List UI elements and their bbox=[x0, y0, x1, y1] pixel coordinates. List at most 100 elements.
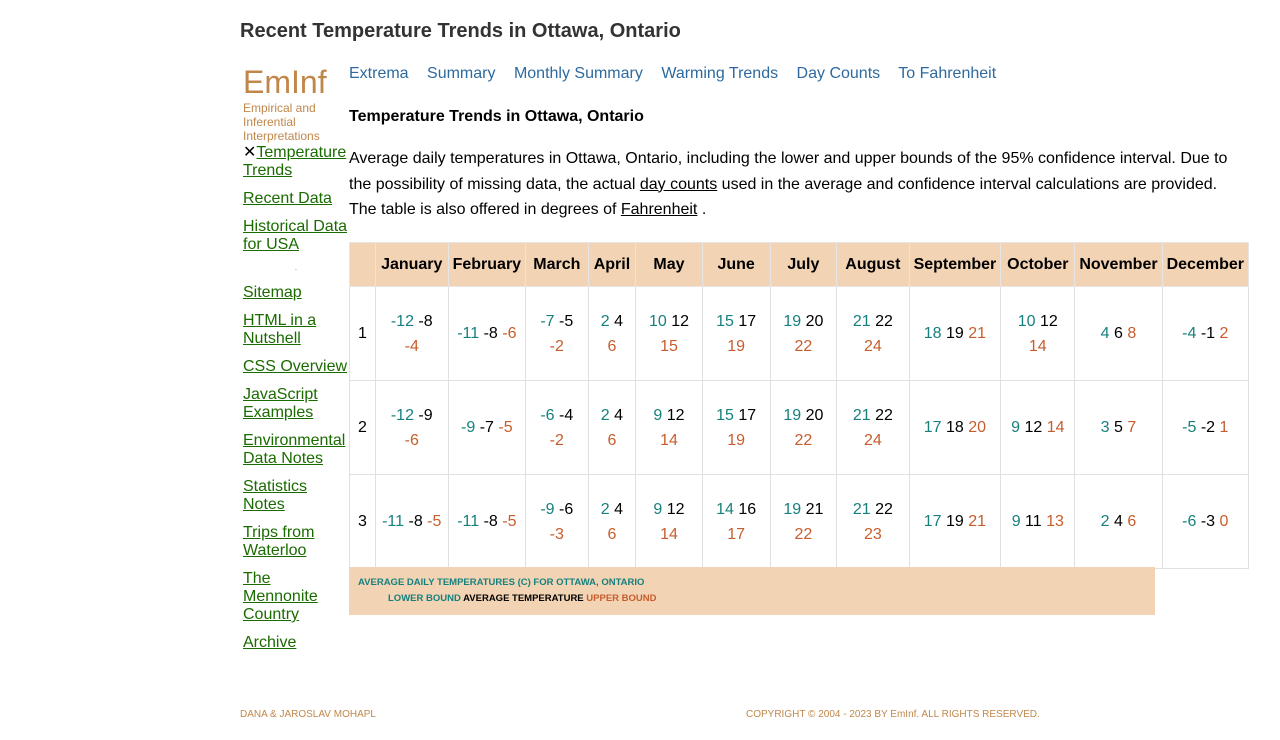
average-temp: 12 bbox=[1040, 312, 1058, 330]
lower-bound: 15 bbox=[716, 406, 734, 424]
caption-title: AVERAGE DAILY TEMPERATURES (C) FOR OTTAW… bbox=[358, 577, 645, 588]
lower-bound: 15 bbox=[716, 312, 734, 330]
month-header: July bbox=[769, 242, 838, 287]
day-number: 3 bbox=[349, 474, 376, 569]
lower-bound: 4 bbox=[1100, 325, 1110, 342]
average-temp: 22 bbox=[875, 406, 893, 424]
lower-bound: 9 bbox=[653, 500, 663, 518]
upper-bound: -2 bbox=[549, 431, 564, 449]
upper-bound: -6 bbox=[404, 431, 419, 449]
intro-text-3: . bbox=[697, 201, 707, 218]
temperature-cell: 2 4 6 bbox=[587, 380, 637, 475]
lower-bound: -6 bbox=[540, 406, 555, 424]
upper-bound: 6 bbox=[607, 525, 617, 543]
temperature-cell: -11 -8 -5 bbox=[447, 474, 527, 569]
logo[interactable]: EmInf bbox=[243, 64, 327, 100]
upper-bound: 14 bbox=[1028, 337, 1047, 355]
nav-to-fahrenheit[interactable]: To Fahrenheit bbox=[898, 65, 997, 82]
average-temp: 19 bbox=[946, 513, 964, 530]
sidebar-item-javascript[interactable]: JavaScript Examples bbox=[243, 386, 318, 421]
lower-bound: 2 bbox=[600, 312, 610, 330]
footer-copyright: COPYRIGHT © 2004 - 2023 BY EmInf. ALL RI… bbox=[746, 709, 1040, 720]
sidebar-item-historical-data[interactable]: Historical Data for USA bbox=[243, 218, 348, 253]
temperature-cell: 2 4 6 bbox=[587, 474, 637, 569]
lower-bound: 17 bbox=[923, 419, 942, 436]
temperature-cell: -9 -7 -5 bbox=[447, 380, 527, 475]
sidebar-item-trips[interactable]: Trips from Waterloo bbox=[243, 524, 315, 559]
day-number: 2 bbox=[349, 380, 376, 475]
temperature-cell: 9 11 13 bbox=[1000, 474, 1076, 569]
nav-monthly-summary[interactable]: Monthly Summary bbox=[513, 65, 643, 82]
month-header: December bbox=[1161, 242, 1250, 287]
lower-bound: -11 bbox=[457, 325, 480, 342]
lower-bound: -9 bbox=[461, 419, 476, 436]
average-temp: -2 bbox=[1200, 419, 1216, 436]
day-number: 1 bbox=[349, 286, 376, 381]
sidebar-current-label[interactable]: Temperature Trends bbox=[243, 144, 347, 179]
temperature-cell: -4 -1 2 bbox=[1161, 286, 1250, 381]
upper-bound: 24 bbox=[863, 431, 882, 449]
nav-warming-trends[interactable]: Warming Trends bbox=[661, 65, 779, 82]
average-temp: -6 bbox=[559, 500, 574, 518]
average-temp: -1 bbox=[1200, 325, 1216, 342]
lower-bound: 10 bbox=[1017, 312, 1036, 330]
sidebar-item-environmental[interactable]: Environmental Data Notes bbox=[243, 432, 346, 467]
upper-bound: 1 bbox=[1219, 419, 1229, 436]
temperature-cell: -6 -4 -2 bbox=[525, 380, 589, 475]
average-temp: 4 bbox=[1113, 513, 1123, 530]
lower-bound: 9 bbox=[653, 406, 663, 424]
sidebar-item-archive[interactable]: Archive bbox=[243, 634, 297, 651]
nav-summary[interactable]: Summary bbox=[427, 65, 496, 82]
temperature-cell: 10 12 14 bbox=[1000, 286, 1076, 381]
sidebar-item-html[interactable]: HTML in a Nutshell bbox=[243, 312, 317, 347]
temperature-cell: -12 -9 -6 bbox=[374, 380, 449, 475]
average-temp: 12 bbox=[1024, 419, 1043, 436]
sidebar-item-css[interactable]: CSS Overview bbox=[243, 358, 348, 375]
lower-bound: 21 bbox=[852, 312, 871, 330]
temperature-cell: 10 12 15 bbox=[635, 286, 703, 381]
temperature-cell: -5 -2 1 bbox=[1161, 380, 1250, 475]
lower-bound: 9 bbox=[1011, 419, 1020, 436]
upper-bound: 19 bbox=[727, 337, 746, 355]
upper-bound: 14 bbox=[1046, 419, 1065, 436]
sidebar-item-sitemap[interactable]: Sitemap bbox=[243, 284, 302, 301]
temperature-cell: 9 12 14 bbox=[635, 380, 703, 475]
month-header: January bbox=[374, 242, 449, 287]
average-temp: 4 bbox=[614, 500, 624, 518]
day-counts-link[interactable]: day counts bbox=[639, 175, 718, 193]
legend-lower: LOWER BOUND bbox=[388, 593, 461, 604]
nav-extrema[interactable]: Extrema bbox=[349, 65, 409, 82]
fahrenheit-link[interactable]: Fahrenheit bbox=[620, 201, 698, 218]
lower-bound: 19 bbox=[783, 500, 802, 518]
upper-bound: -5 bbox=[502, 513, 517, 530]
sidebar-item-mennonite[interactable]: The Mennonite Country bbox=[243, 570, 318, 623]
temperature-cell: 19 21 22 bbox=[769, 474, 838, 569]
sidebar-item-temperature-trends[interactable]: ✕Temperature Trends bbox=[243, 144, 349, 180]
average-temp: -4 bbox=[559, 406, 574, 424]
sidebar-item-statistics[interactable]: Statistics Notes bbox=[243, 478, 308, 513]
intro-text-1: Average daily temperatures in Ottawa, On… bbox=[349, 150, 1228, 193]
upper-bound: 6 bbox=[607, 431, 617, 449]
lower-bound: -5 bbox=[1182, 419, 1197, 436]
table-caption: AVERAGE DAILY TEMPERATURES (C) FOR OTTAW… bbox=[349, 567, 1155, 615]
lower-bound: -11 bbox=[457, 513, 480, 530]
average-temp: 20 bbox=[805, 312, 824, 330]
lower-bound: 3 bbox=[1100, 419, 1110, 436]
lower-bound: 14 bbox=[716, 500, 734, 518]
nav-day-counts[interactable]: Day Counts bbox=[796, 65, 881, 82]
month-header: September bbox=[908, 242, 1002, 287]
sidebar-item-recent-data[interactable]: Recent Data bbox=[243, 190, 332, 207]
upper-bound: -3 bbox=[549, 525, 564, 543]
average-temp: 20 bbox=[805, 406, 824, 424]
month-header: May bbox=[635, 242, 703, 287]
temperature-cell: 9 12 14 bbox=[635, 474, 703, 569]
lower-bound: 18 bbox=[923, 325, 942, 342]
legend-average: AVERAGE TEMPERATURE bbox=[463, 593, 584, 604]
close-icon[interactable]: ✕ bbox=[243, 144, 257, 161]
upper-bound: 15 bbox=[660, 337, 678, 355]
page-title: Recent Temperature Trends in Ottawa, Ont… bbox=[240, 20, 681, 42]
month-header: June bbox=[701, 242, 771, 287]
lower-bound: -12 bbox=[390, 406, 414, 424]
upper-bound: 6 bbox=[1127, 513, 1137, 530]
upper-bound: -5 bbox=[427, 513, 442, 530]
